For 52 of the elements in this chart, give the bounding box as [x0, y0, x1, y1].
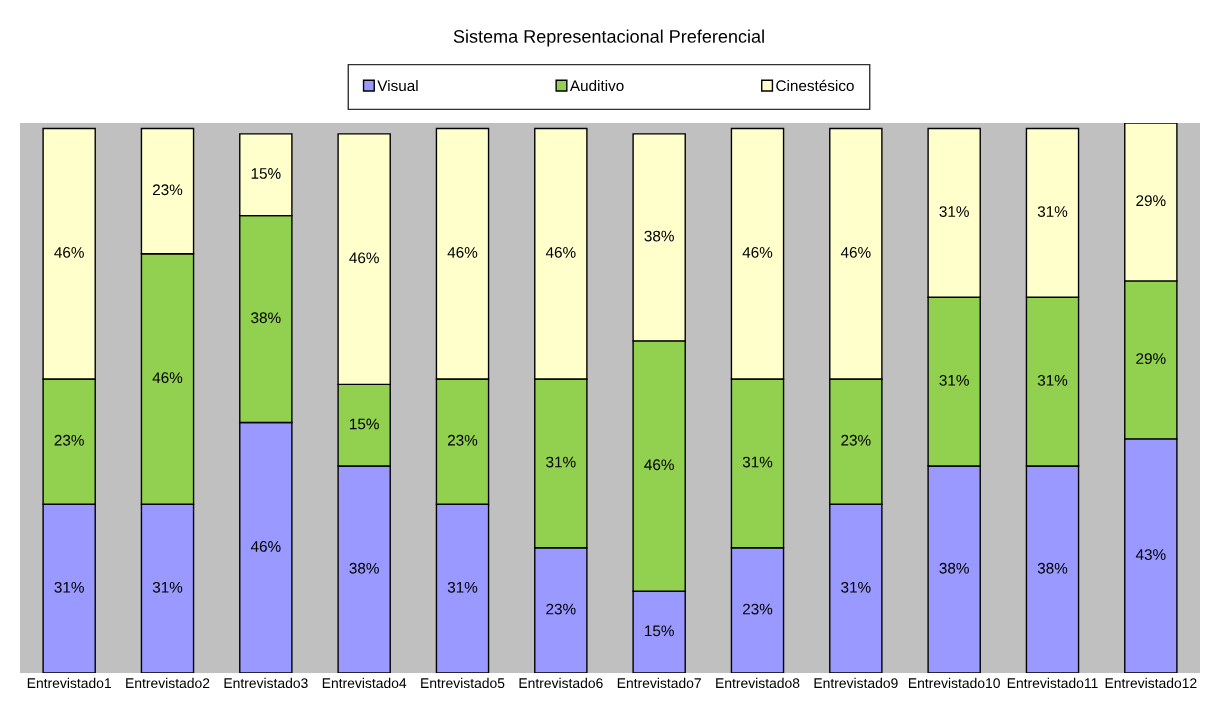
data-label: 46%	[152, 372, 183, 384]
data-label: 38%	[1037, 562, 1068, 574]
data-label: 31%	[939, 374, 969, 386]
data-label: 38%	[349, 562, 379, 574]
data-label: 31%	[546, 456, 576, 468]
data-label: 46%	[349, 252, 379, 264]
data-label: 23%	[546, 603, 576, 615]
x-tick-label: Entrevistado2	[126, 677, 210, 689]
data-label: 15%	[350, 418, 379, 430]
x-tick-label: Entrevistado1	[27, 677, 111, 689]
legend-label: Auditivo	[569, 79, 624, 92]
data-label: 31%	[841, 581, 871, 593]
data-label: 23%	[447, 434, 478, 446]
data-label: 15%	[251, 168, 281, 179]
data-label: 43%	[1135, 549, 1166, 561]
x-tick-label: Entrevistado9	[814, 677, 898, 689]
x-tick-label: Entrevistado7	[617, 677, 701, 689]
data-label: 38%	[939, 562, 969, 574]
chart-title: Sistema Representacional Preferencial	[453, 29, 764, 47]
data-label: 23%	[54, 434, 84, 446]
data-label: 46%	[742, 246, 773, 258]
x-tick-label: Entrevistado11	[1007, 677, 1098, 689]
data-label: 31%	[1037, 206, 1068, 217]
x-tick-label: Entrevistado4	[322, 677, 407, 689]
x-tick-label: Entrevistado10	[908, 677, 1000, 689]
data-label: 31%	[1037, 374, 1068, 386]
x-tick-label: Entrevistado6	[519, 677, 603, 689]
data-label: 38%	[251, 312, 281, 324]
data-label: 29%	[1136, 195, 1166, 207]
data-label: 31%	[447, 581, 478, 593]
data-label: 46%	[545, 246, 576, 258]
data-label: 23%	[841, 434, 871, 446]
data-label: 46%	[447, 246, 478, 258]
data-label: 38%	[644, 230, 674, 242]
x-tick-label: Entrevistado3	[224, 677, 308, 689]
data-label: 46%	[840, 246, 871, 258]
data-label: 31%	[152, 581, 183, 593]
data-label: 23%	[742, 603, 773, 615]
data-label: 15%	[645, 625, 674, 637]
data-label: 31%	[54, 581, 84, 593]
data-label: 29%	[1136, 353, 1166, 364]
legend-label: Visual	[377, 79, 418, 92]
data-label: 31%	[939, 206, 969, 217]
x-tick-label: Entrevistado5	[421, 677, 505, 689]
data-label: 23%	[152, 184, 183, 196]
data-label: 46%	[250, 541, 281, 552]
x-tick-label: Entrevistado12	[1105, 677, 1197, 689]
data-label: 31%	[742, 456, 773, 468]
legend-label: Cinestésico	[776, 79, 854, 92]
data-label: 46%	[644, 459, 674, 471]
data-label: 46%	[54, 246, 84, 258]
x-tick-label: Entrevistado8	[716, 677, 800, 689]
